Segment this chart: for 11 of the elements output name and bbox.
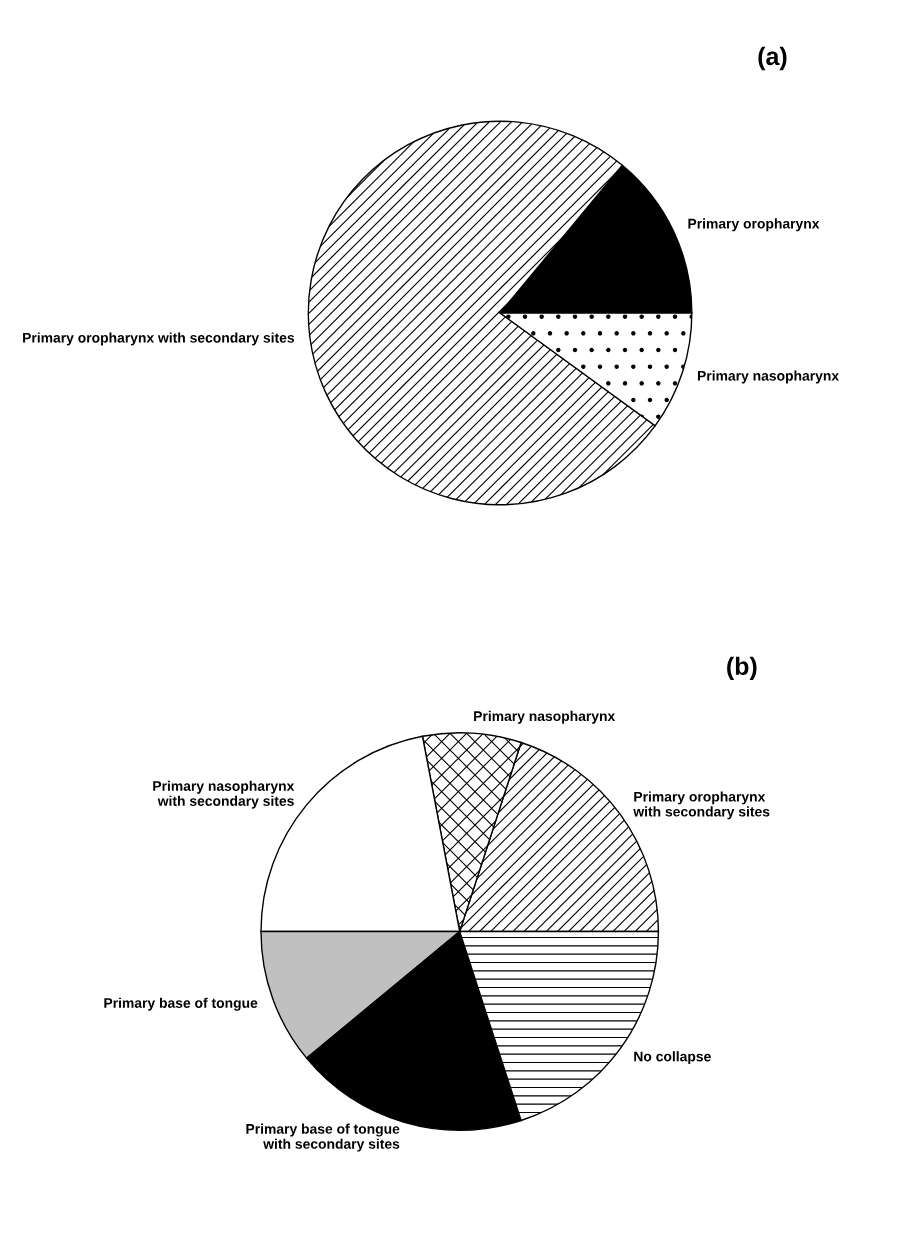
slice-label: Primary nasopharynx	[697, 370, 839, 384]
slice-label: Primary nasopharynx	[474, 710, 616, 724]
slice-label: Primary oropharynx	[688, 218, 820, 232]
slice-label: No collapse	[634, 1051, 711, 1065]
slice-label: Primary base of tongue with secondary sites	[246, 1123, 400, 1152]
slice-label: Primary base of tongue	[104, 997, 258, 1011]
chart-title: (b)	[727, 656, 757, 680]
slice-label: Primary oropharynx with secondary sites	[23, 332, 295, 346]
chart-title: (a)	[758, 46, 787, 71]
slice-label: Primary oropharynx with secondary sites	[633, 791, 770, 820]
slice-label: Primary nasopharynx with secondary sites	[153, 780, 295, 809]
